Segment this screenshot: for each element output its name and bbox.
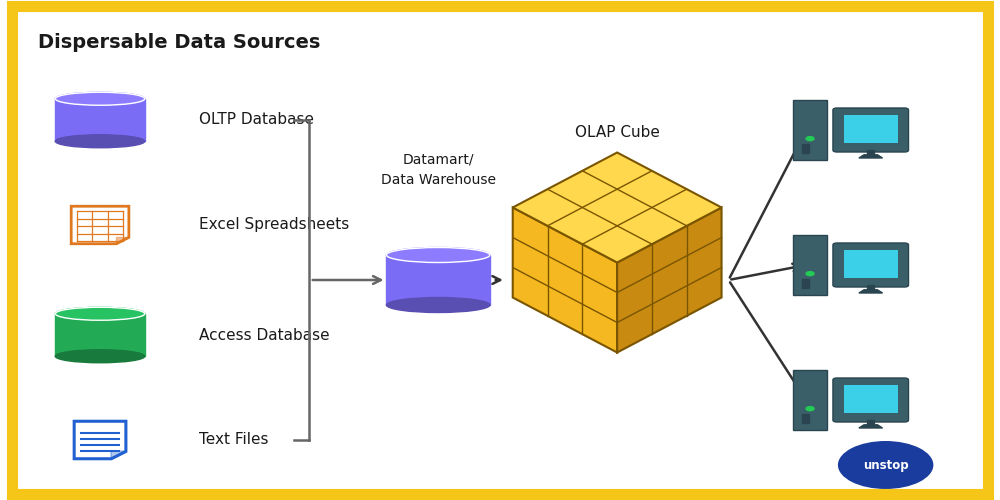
Polygon shape (74, 421, 126, 459)
Circle shape (806, 272, 814, 276)
Text: unstop: unstop (863, 458, 908, 471)
Bar (55, 314, 145, 356)
Ellipse shape (55, 307, 145, 320)
Bar (55, 99, 145, 141)
Ellipse shape (55, 92, 145, 106)
Polygon shape (111, 452, 126, 459)
FancyBboxPatch shape (793, 100, 827, 160)
FancyBboxPatch shape (844, 116, 898, 143)
FancyBboxPatch shape (833, 243, 909, 287)
FancyBboxPatch shape (793, 370, 827, 430)
Bar (867, 150, 874, 155)
Text: Access Database: Access Database (199, 328, 330, 342)
Polygon shape (513, 152, 722, 262)
Bar (802, 414, 809, 423)
Text: Datamart/
Data Warehouse: Datamart/ Data Warehouse (381, 152, 496, 188)
FancyBboxPatch shape (793, 235, 827, 295)
Ellipse shape (386, 248, 490, 262)
Bar (802, 144, 809, 153)
Ellipse shape (55, 350, 145, 362)
Polygon shape (116, 238, 129, 244)
FancyBboxPatch shape (844, 385, 898, 413)
Text: Dispersable Data Sources: Dispersable Data Sources (38, 33, 321, 52)
FancyBboxPatch shape (844, 250, 898, 278)
FancyBboxPatch shape (833, 108, 909, 152)
Polygon shape (617, 208, 722, 352)
Polygon shape (513, 208, 617, 352)
Ellipse shape (55, 134, 145, 148)
Ellipse shape (386, 298, 490, 312)
Polygon shape (859, 425, 883, 428)
Text: OLTP Database: OLTP Database (199, 112, 314, 128)
Circle shape (806, 406, 814, 410)
Circle shape (838, 441, 933, 489)
Bar (867, 420, 874, 425)
Text: Excel Spreadsheets: Excel Spreadsheets (199, 218, 350, 232)
FancyBboxPatch shape (833, 378, 909, 422)
Bar (386, 255, 490, 305)
Bar (802, 280, 809, 288)
Bar (867, 285, 874, 290)
Text: OLAP Cube: OLAP Cube (575, 125, 660, 140)
Circle shape (806, 136, 814, 140)
Polygon shape (859, 155, 883, 158)
Polygon shape (859, 290, 883, 293)
Text: Text Files: Text Files (199, 432, 269, 448)
Polygon shape (71, 206, 129, 244)
